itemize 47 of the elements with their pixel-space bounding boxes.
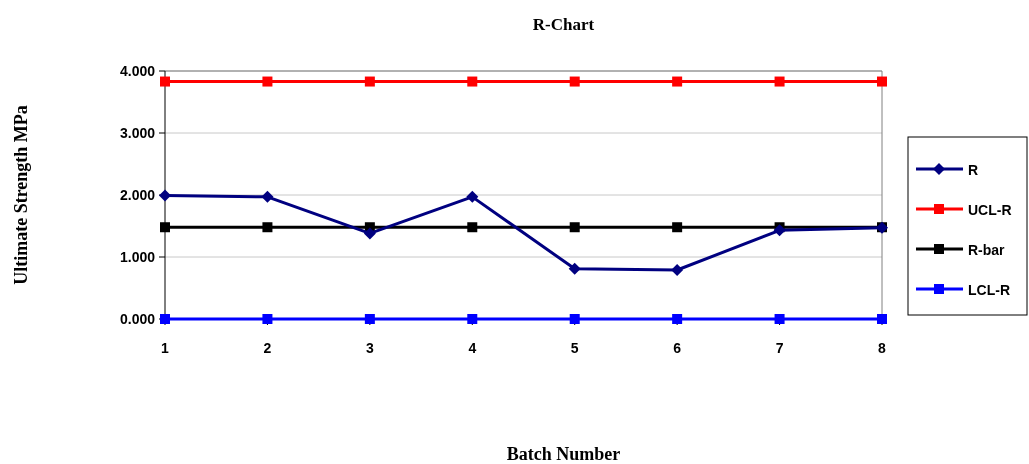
point: [569, 222, 580, 233]
point: [671, 264, 684, 277]
point: [262, 76, 273, 87]
point: [261, 190, 274, 203]
point: [363, 227, 376, 240]
legend-label: R: [968, 161, 979, 178]
x-tick-label: 2: [263, 340, 272, 356]
y-tick-label: 0.000: [119, 310, 156, 327]
legend-label: LCL-R: [968, 281, 1010, 298]
y-axis-title: Ultimate Strength MPa: [11, 105, 31, 285]
point: [773, 224, 786, 237]
y-tick-label: 4.000: [119, 62, 156, 79]
y-tick-label: 2.000: [119, 186, 156, 203]
x-tick-label: 3: [365, 340, 374, 356]
point: [569, 76, 580, 87]
x-tick-label: 6: [673, 340, 682, 356]
point: [877, 314, 887, 324]
chart-title: R-Chart: [532, 15, 595, 34]
point: [467, 314, 478, 324]
point: [466, 190, 479, 203]
point: [364, 76, 375, 87]
point: [467, 76, 478, 87]
point: [159, 189, 171, 202]
point: [160, 76, 170, 87]
x-tick-label: 7: [775, 340, 784, 356]
legend-label: UCL-R: [968, 201, 1012, 218]
x-tick-label: 4: [468, 340, 477, 356]
x-tick-label: 5: [570, 340, 579, 356]
point: [774, 76, 785, 87]
x-tick-label: 8: [878, 340, 887, 356]
point: [774, 314, 785, 324]
point: [364, 314, 375, 324]
point: [160, 222, 170, 233]
legend-label: R-bar: [968, 241, 1006, 258]
x-axis-title: Batch Number: [506, 444, 621, 464]
point: [877, 76, 887, 87]
y-tick-label: 1.000: [119, 248, 156, 265]
point: [672, 76, 683, 87]
point: [569, 314, 580, 324]
point: [262, 314, 273, 324]
x-tick-label: 1: [161, 340, 170, 356]
point: [262, 222, 273, 233]
point: [672, 314, 683, 324]
point: [467, 222, 478, 233]
y-tick-label: 3.000: [119, 124, 156, 141]
point: [672, 222, 683, 233]
point: [568, 262, 581, 275]
